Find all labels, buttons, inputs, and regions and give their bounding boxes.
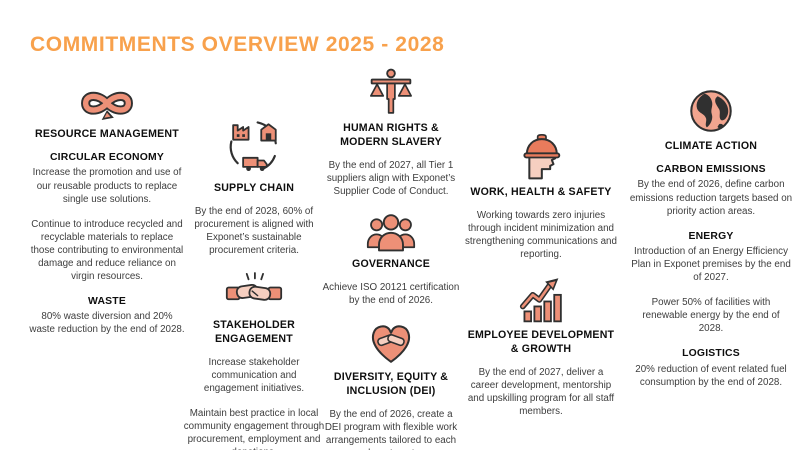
- commitment-block: WORK, HEALTH & SAFETY Working towards ze…: [464, 130, 618, 261]
- commitment-text: Increase the promotion and use of our re…: [32, 167, 182, 205]
- commitment-text: Achieve ISO 20121 certification by the e…: [322, 281, 460, 306]
- commitment-text: Working towards zero injuries through in…: [465, 209, 617, 261]
- commitment-block: SUPPLY CHAIN By the end of 2028, 60% of …: [183, 116, 325, 257]
- globe-icon: [629, 88, 793, 134]
- heart-handshake-icon: [320, 321, 462, 365]
- section-heading: RESOURCE MANAGEMENT: [35, 128, 179, 140]
- subsection-heading: ENERGY: [688, 230, 734, 242]
- people-group-icon: [320, 212, 462, 252]
- page-title: COMMITMENTS OVERVIEW 2025 - 2028: [30, 33, 445, 56]
- commitment-block: DIVERSITY, EQUITY & INCLUSION (DEI) By t…: [320, 321, 462, 450]
- column-climate-action: CLIMATE ACTION CARBON EMISSIONS By the e…: [629, 88, 793, 389]
- commitment-text: 80% waste diversion and 20% waste reduct…: [29, 311, 185, 336]
- section-heading: CLIMATE ACTION: [664, 140, 758, 152]
- subsection-heading: CIRCULAR ECONOMY: [49, 151, 165, 163]
- commitment-text: 20% reduction of event related fuel cons…: [635, 363, 787, 388]
- commitment-block: EMPLOYEE DEVELOPMENT & GROWTH By the end…: [464, 275, 618, 418]
- section-heading: EMPLOYEE DEVELOPMENT & GROWTH: [467, 329, 615, 355]
- commitment-text: Continue to introduce recycled and recyc…: [30, 218, 184, 282]
- section-heading: DIVERSITY, EQUITY & INCLUSION (DEI): [333, 370, 449, 397]
- section-heading: STAKEHOLDER ENGAGEMENT: [212, 319, 296, 345]
- subsection-heading: CARBON EMISSIONS: [656, 163, 766, 175]
- commitment-block: STAKEHOLDER ENGAGEMENT Increase stakehol…: [183, 271, 325, 450]
- column-resource-management: RESOURCE MANAGEMENT CIRCULAR ECONOMY Inc…: [28, 86, 186, 336]
- growth-chart-icon: [464, 275, 618, 323]
- infinity-loop-icon: [28, 86, 186, 122]
- handshake-icon: [183, 271, 325, 313]
- commitment-text: Maintain best practice in local communit…: [183, 408, 325, 450]
- commitment-text: By the end of 2028, 60% of procurement i…: [194, 205, 314, 257]
- justice-scales-icon: [320, 68, 462, 116]
- column-supply-chain: SUPPLY CHAIN By the end of 2028, 60% of …: [183, 116, 325, 450]
- commitment-text: By the end of 2026, define carbon emissi…: [629, 179, 793, 217]
- section-heading: SUPPLY CHAIN: [213, 182, 295, 194]
- commitment-text: By the end of 2027, all Tier 1 suppliers…: [326, 159, 456, 197]
- commitment-text: Power 50% of facilities with renewable e…: [642, 297, 780, 335]
- column-work-health-safety: WORK, HEALTH & SAFETY Working towards ze…: [464, 130, 618, 418]
- commitment-block: RESOURCE MANAGEMENT CIRCULAR ECONOMY Inc…: [28, 86, 186, 336]
- commitment-text: Increase stakeholder communication and e…: [203, 356, 305, 394]
- commitment-text: By the end of 2026, create a DEI program…: [324, 408, 458, 450]
- commitment-text: Introduction of an Energy Efficiency Pla…: [631, 246, 791, 284]
- commitment-block: HUMAN RIGHTS & MODERN SLAVERY By the end…: [320, 68, 462, 198]
- commitment-text: By the end of 2027, deliver a career dev…: [467, 366, 615, 418]
- commitment-block: GOVERNANCE Achieve ISO 20121 certificati…: [320, 212, 462, 307]
- section-heading: WORK, HEALTH & SAFETY: [470, 186, 612, 198]
- section-heading: HUMAN RIGHTS & MODERN SLAVERY: [340, 122, 442, 148]
- column-human-rights: HUMAN RIGHTS & MODERN SLAVERY By the end…: [320, 68, 462, 450]
- subsection-heading: WASTE: [88, 295, 126, 307]
- supply-chain-icon: [183, 116, 325, 176]
- subsection-heading: LOGISTICS: [682, 348, 740, 360]
- hard-hat-icon: [464, 130, 618, 180]
- commitment-block: CLIMATE ACTION CARBON EMISSIONS By the e…: [629, 88, 793, 389]
- section-heading: GOVERNANCE: [352, 257, 430, 270]
